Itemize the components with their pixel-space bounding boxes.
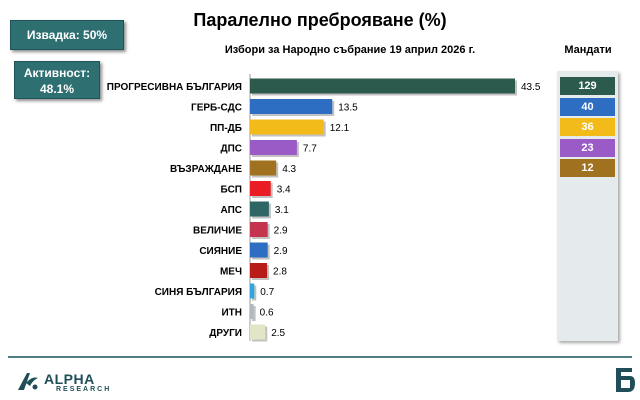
category-label: ВЪЗРАЖДАНЕ — [170, 164, 242, 175]
bar — [250, 242, 268, 258]
alpha-research-logo: ALPHA RESEARCH — [16, 370, 136, 394]
value-label: 2.5 — [271, 328, 285, 339]
category-label: АПС — [221, 205, 243, 216]
bar — [250, 222, 268, 237]
footer-divider — [8, 356, 632, 358]
bar — [250, 181, 271, 196]
category-label: МЕЧ — [220, 267, 242, 278]
category-label: СИНЯ БЪЛГАРИЯ — [155, 287, 242, 298]
bar-shadow — [252, 306, 256, 321]
bar — [250, 324, 266, 340]
category-label: БСП — [221, 185, 242, 196]
value-label: 3.4 — [277, 185, 291, 196]
value-label: 3.1 — [275, 205, 289, 216]
bar — [250, 263, 268, 278]
mandate-box: 40 — [560, 97, 615, 116]
bar — [250, 78, 515, 94]
value-label: 13.5 — [338, 103, 358, 114]
bar — [250, 283, 255, 299]
bar — [250, 119, 324, 135]
mandate-box: 12 — [560, 159, 615, 177]
category-label: ДРУГИ — [209, 328, 242, 339]
value-label: 12.1 — [330, 123, 350, 134]
bar — [250, 160, 277, 176]
turnout-label: Активност: — [23, 66, 91, 80]
chart-title: Паралелно преброяване (%) — [193, 10, 447, 30]
category-label: ПРОГРЕСИВНА БЪЛГАРИЯ — [107, 82, 242, 93]
bar — [250, 140, 297, 155]
category-label: ПП-ДБ — [210, 123, 242, 134]
category-label: ИТН — [221, 308, 242, 319]
chart-subtitle: Избори за Народно събрание 19 април 2026… — [224, 44, 476, 56]
value-label: 43.5 — [521, 82, 541, 93]
turnout-badge: Активност: 48.1% — [14, 61, 100, 99]
mandate-box: 129 — [560, 77, 615, 95]
category-label: ГЕРБ-СДС — [191, 103, 242, 114]
value-label: 0.6 — [260, 308, 274, 319]
mandate-box: 36 — [560, 118, 615, 136]
value-label: 2.8 — [273, 267, 287, 278]
alpha-logo-mark-icon — [18, 373, 38, 390]
sample-badge: Извадка: 50% — [10, 20, 124, 50]
alpha-logo-text: ALPHA — [44, 371, 95, 387]
bar — [250, 99, 333, 114]
alpha-logo-subtext: RESEARCH — [56, 386, 112, 393]
category-label: ВЕЛИЧИЕ — [193, 226, 242, 237]
value-label: 2.9 — [274, 246, 288, 257]
turnout-value: 48.1% — [39, 82, 75, 96]
mandates-title: Мандати — [564, 44, 612, 56]
value-label: 0.7 — [260, 287, 274, 298]
bnt-logo-icon — [616, 368, 635, 392]
mandates-panel: 129 40 36 23 12 — [557, 71, 618, 341]
value-label: 4.3 — [282, 164, 296, 175]
value-label: 2.9 — [274, 226, 288, 237]
category-label: СИЯНИЕ — [199, 246, 242, 257]
category-label: ДПС — [220, 144, 242, 155]
value-label: 7.7 — [303, 144, 317, 155]
bar — [250, 304, 254, 319]
bar — [250, 201, 269, 217]
mandate-box: 23 — [560, 138, 615, 157]
